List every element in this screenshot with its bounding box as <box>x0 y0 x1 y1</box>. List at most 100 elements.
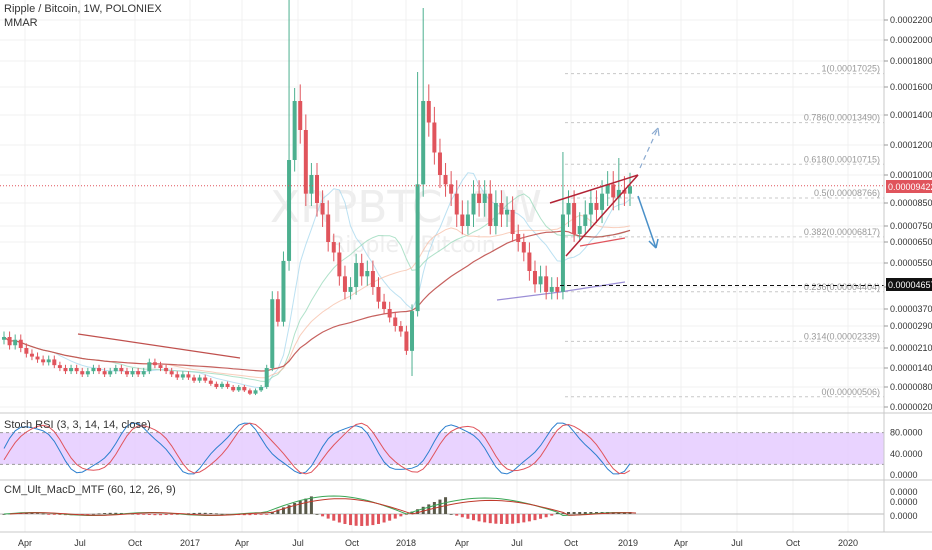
macd-histogram-bar <box>567 512 571 514</box>
candle-body <box>320 203 325 215</box>
candle-body <box>527 252 532 271</box>
candle-body <box>275 299 280 322</box>
macd-label: CM_Ult_MacD_MTF (60, 12, 26, 9) <box>4 484 176 496</box>
macd-histogram-bar <box>309 496 313 514</box>
candle-body <box>242 387 247 391</box>
indicator-label: MMAR <box>4 17 38 29</box>
macd-histogram-bar <box>399 514 403 517</box>
candle-body <box>80 371 85 375</box>
candle-body <box>186 374 191 378</box>
macd-histogram-bar <box>214 513 218 515</box>
candle-body <box>354 263 359 287</box>
macd-histogram-bar <box>164 514 168 515</box>
stoch-rsi-label: Stoch RSI (3, 3, 14, 14, close) <box>4 419 151 431</box>
candle-body <box>108 371 113 375</box>
macd-histogram-bar <box>298 500 302 514</box>
candle-body <box>566 203 571 215</box>
candle-body <box>236 387 241 391</box>
candle-body <box>309 175 314 194</box>
candle-body <box>298 101 303 130</box>
macd-histogram-bar <box>108 512 112 514</box>
candle-body <box>97 368 102 372</box>
candle-body <box>594 203 599 210</box>
candle-body <box>410 311 415 351</box>
macd-histogram-bar <box>91 513 95 515</box>
macd-histogram-bar <box>511 514 515 524</box>
candle-body <box>281 260 286 322</box>
macd-histogram-bar <box>555 512 559 514</box>
candle-body <box>175 374 180 378</box>
macd-histogram-bar <box>421 506 425 514</box>
macd-histogram-bar <box>281 507 285 514</box>
candle-body <box>555 287 560 292</box>
macd-histogram-bar <box>337 514 341 523</box>
drawing-tools <box>0 127 884 286</box>
candle-body <box>376 287 381 302</box>
macd-histogram-bar <box>477 514 481 522</box>
long-ma-line <box>77 333 241 359</box>
macd-histogram-bar <box>136 514 140 515</box>
macd-histogram-bar <box>103 513 107 514</box>
candle-body <box>600 193 605 210</box>
x-tick-label: Oct <box>345 538 360 548</box>
candle-body <box>264 368 269 387</box>
candle-body <box>628 186 632 194</box>
support-price-tag <box>886 278 932 291</box>
candle-body <box>91 368 96 372</box>
candle-body <box>454 193 459 215</box>
macd-histogram-bar <box>248 514 252 516</box>
candle-body <box>404 331 409 351</box>
fib-level-label: 1(0.00017025) <box>821 64 880 74</box>
candle-body <box>572 203 577 234</box>
macd-histogram-bar <box>516 514 520 524</box>
candle-body <box>287 160 292 261</box>
candle-body <box>516 234 521 242</box>
macd-histogram-bar <box>388 514 392 521</box>
macd-histogram-bar <box>36 513 40 514</box>
macd-histogram-bar <box>544 514 548 518</box>
macd-histogram-bar <box>270 511 274 514</box>
macd-histogram-bar <box>220 513 224 515</box>
candle-body <box>488 193 493 226</box>
candle-body <box>85 371 90 375</box>
moving-average-line <box>3 229 631 372</box>
candle-body <box>465 214 470 226</box>
candle-body <box>477 193 482 203</box>
candlesticks <box>2 0 632 396</box>
macd-histogram-bar <box>119 512 123 514</box>
macd-histogram-bar <box>354 514 358 526</box>
x-tick-label: Jul <box>731 538 743 548</box>
macd-histogram-bar <box>326 514 330 519</box>
candle-body <box>505 209 510 215</box>
macd-histogram-bar <box>466 514 470 519</box>
macd-histogram-bar <box>170 514 174 515</box>
candle-body <box>214 383 219 387</box>
y-tick-label: 40.0000 <box>890 449 923 459</box>
macd-signal-line <box>9 498 637 516</box>
x-tick-label: Oct <box>786 538 801 548</box>
candle-body <box>583 214 588 226</box>
candle-body <box>493 203 498 226</box>
fib-level-label: 0.618(0.00010715) <box>804 154 880 164</box>
candle-body <box>415 184 420 312</box>
current-price-tag <box>886 180 932 193</box>
candle-body <box>460 214 465 226</box>
macd-histogram-bar <box>522 514 526 523</box>
candle-body <box>52 359 57 366</box>
candle-body <box>63 368 68 372</box>
wedge-upper-line <box>549 174 639 204</box>
macd-histogram-bar <box>455 514 459 516</box>
candle-body <box>270 299 275 368</box>
stoch-band <box>0 432 884 465</box>
candle-body <box>337 252 342 277</box>
candle-body <box>449 184 454 194</box>
